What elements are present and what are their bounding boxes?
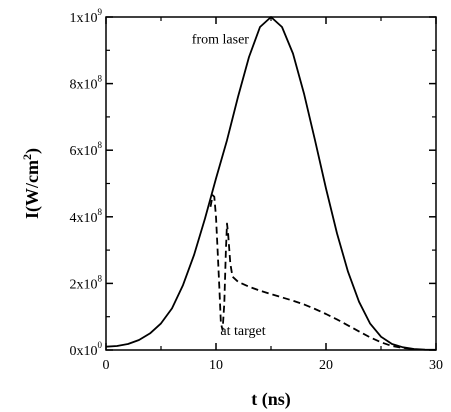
laser-intensity-line (105, 16, 437, 351)
y-tick-label: 4x108 (70, 207, 103, 226)
y-axis-title: I(W/cm2) (20, 148, 43, 219)
annotation-label: from laser (192, 33, 249, 48)
plot-area (105, 16, 437, 351)
annotation-label: at target (220, 324, 265, 339)
y-tick-label: 6x108 (70, 140, 103, 159)
target-intensity-line (209, 194, 415, 350)
axes: 0 10 20 30 0x100 2x108 4x108 6x108 8x108 1x109 (70, 7, 444, 373)
y-tick-label: 2x108 (70, 273, 103, 292)
x-tick-label: 0 (103, 358, 110, 373)
series-group (105, 16, 437, 351)
x-tick-label: 20 (319, 358, 333, 373)
x-axis-title: t (ns) (251, 389, 291, 410)
plot-frame (105, 16, 437, 351)
annotations: from laser at target (192, 33, 266, 339)
x-tick-label: 10 (209, 358, 223, 373)
y-tick-label: 1x109 (70, 7, 103, 26)
y-tick-label: 0x100 (70, 340, 103, 359)
x-tick-label: 30 (429, 358, 443, 373)
y-tick-label: 8x108 (70, 74, 103, 93)
